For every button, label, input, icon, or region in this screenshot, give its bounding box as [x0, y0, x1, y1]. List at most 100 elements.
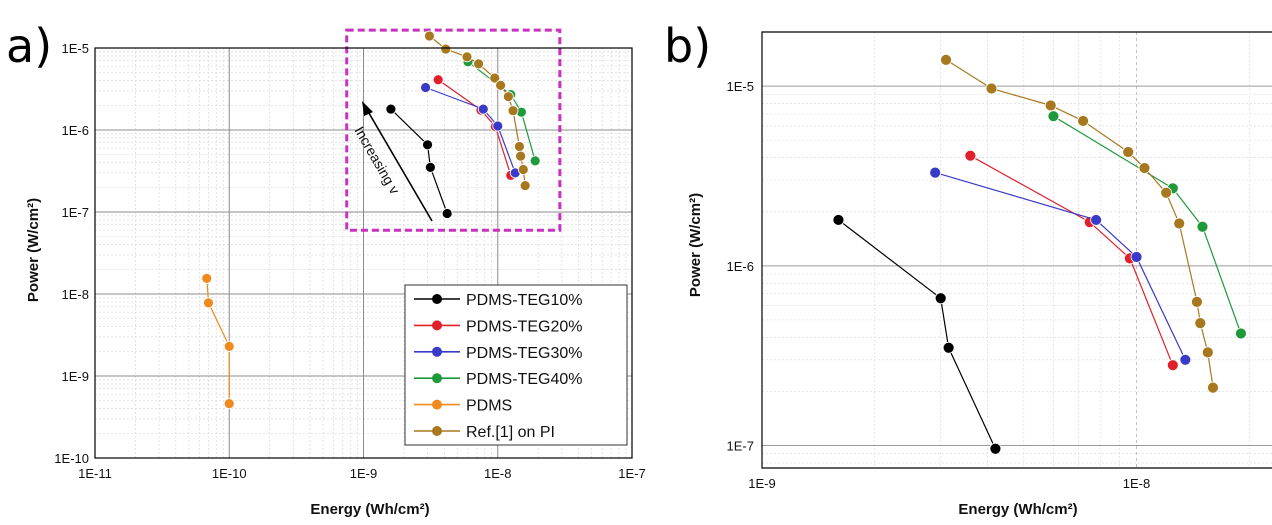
data-point-ref-1-on-pi	[1160, 186, 1173, 199]
legend-marker	[432, 373, 442, 384]
data-point-ref-1-on-pi	[1044, 99, 1057, 112]
data-point-pdms-teg30	[1179, 353, 1192, 366]
legend: PDMS-TEG10% PDMS-TEG20% PDMS-TEG30% PDMS-TE…	[404, 284, 628, 446]
series-line-pdms-teg20	[437, 79, 512, 176]
data-point-ref-1-on-pi	[940, 53, 952, 66]
y-axis-label-a: Power (W/cm²)	[25, 198, 42, 302]
data-point-pdms-teg20	[964, 149, 977, 162]
data-point-pdms-teg40	[529, 155, 541, 167]
x-tick-labels-b: 1E-9 1E-8	[748, 476, 1150, 491]
data-point-ref-1-on-pi	[1077, 115, 1089, 127]
data-point-ref-1-on-pi	[507, 105, 519, 117]
legend-label: PDMS-TEG10%	[466, 292, 582, 309]
arrow-line	[365, 107, 433, 222]
data-point-ref-1-on-pi	[519, 180, 531, 191]
legend-label: PDMS-TEG40%	[466, 371, 582, 388]
data-point-ref-1-on-pi	[440, 43, 452, 55]
legend-label: PDMS-TEG20%	[466, 318, 582, 335]
data-point-pdms-teg30	[1090, 214, 1103, 226]
y-tick-labels-a: 1E-10 1E-9 1E-8 1E-7 1E-6 1E-5	[54, 41, 89, 466]
data-point-ref-1-on-pi	[424, 30, 435, 42]
data-point-ref-1-on-pi	[515, 150, 527, 162]
x-axis-label-b: Energy (Wh/cm²)	[958, 501, 1077, 518]
y-tick-label: 1E-6	[62, 123, 89, 138]
legend-marker	[432, 320, 442, 331]
data-point-pdms-teg40	[1047, 110, 1060, 123]
data-point-ref-1-on-pi	[517, 164, 529, 175]
data-point-ref-1-on-pi	[473, 58, 484, 70]
x-tick-label: 1E-8	[484, 466, 511, 481]
data-point-pdms-teg10	[832, 214, 845, 226]
x-axis-label-a: Energy (Wh/cm²)	[310, 501, 429, 518]
data-point-ref-1-on-pi	[1122, 146, 1135, 158]
y-tick-label: 1E-8	[62, 287, 89, 302]
data-point-pdms-teg10	[989, 442, 1002, 455]
x-tick-labels-a: 1E-11 1E-10 1E-9 1E-8 1E-7	[78, 466, 646, 481]
data-point-pdms	[201, 272, 213, 284]
data-point-pdms-teg20	[1166, 359, 1179, 372]
data-point-pdms-teg10	[942, 341, 955, 354]
data-point-ref-1-on-pi	[495, 79, 506, 91]
data-point-pdms-teg10	[934, 292, 947, 305]
legend-marker	[432, 399, 442, 410]
series-line-pdms-teg30	[935, 172, 1186, 361]
legend-marker	[432, 294, 442, 304]
x-tick-label: 1E-11	[78, 466, 112, 481]
data-point-ref-1-on-pi	[985, 82, 998, 95]
y-tick-label: 1E-7	[727, 439, 754, 454]
data-point-pdms	[223, 340, 235, 352]
data-point-pdms-teg30	[492, 120, 504, 132]
x-tick-label: 1E-7	[618, 466, 645, 481]
legend-label: PDMS	[466, 398, 512, 415]
series-line-pdms-teg10	[838, 219, 996, 449]
series-line-pdms-teg30	[425, 86, 516, 174]
chart-panel-b: 1E-9 1E-8 1E-7 1E-6 1E-5 Energy (Wh/cm²) Po…	[687, 31, 1272, 518]
data-point-pdms-teg30	[420, 82, 431, 93]
legend-box	[404, 284, 628, 446]
series-line-ref-1-on-pi	[945, 59, 1214, 388]
data-point-pdms-teg10	[424, 161, 436, 173]
data-point-pdms-teg20	[432, 74, 444, 86]
zoom-region-box	[345, 28, 562, 232]
y-tick-labels-b: 1E-7 1E-6 1E-5	[727, 79, 754, 453]
panel-b-label: b)	[664, 19, 711, 73]
y-tick-label: 1E-5	[62, 41, 89, 56]
series-layer-a	[201, 30, 541, 410]
data-point-ref-1-on-pi	[1194, 317, 1207, 330]
annotation-text: Increasing v	[351, 124, 403, 197]
series-layer-b	[832, 53, 1247, 455]
data-point-pdms-teg10	[441, 208, 453, 219]
series-line-pdms-teg20	[970, 155, 1174, 366]
data-point-ref-1-on-pi	[1191, 295, 1203, 308]
data-point-pdms-teg30	[929, 166, 942, 179]
series-line-pdms-teg10	[390, 108, 448, 214]
data-point-pdms-teg10	[385, 103, 397, 115]
x-tick-label: 1E-9	[350, 466, 377, 481]
legend-label: Ref.[1] on PI	[466, 424, 555, 441]
data-point-ref-1-on-pi	[461, 51, 473, 63]
data-point-ref-1-on-pi	[1173, 217, 1186, 230]
plot-frame-a	[94, 47, 633, 459]
grid-b	[762, 32, 1272, 468]
arrow-head	[362, 101, 373, 116]
y-axis-label-b: Power (W/cm²)	[687, 193, 704, 297]
data-point-ref-1-on-pi	[1201, 346, 1214, 359]
y-tick-label: 1E-5	[727, 79, 754, 94]
data-point-pdms-teg30	[477, 103, 489, 115]
series-line-pdms-teg40	[1053, 115, 1242, 334]
x-tick-label: 1E-10	[212, 466, 247, 481]
data-point-ref-1-on-pi	[1138, 162, 1151, 174]
x-tick-label: 1E-8	[1123, 476, 1150, 491]
data-point-ref-1-on-pi	[1207, 381, 1219, 394]
highlight-box	[345, 28, 562, 232]
data-point-ref-1-on-pi	[514, 141, 525, 152]
y-tick-label: 1E-10	[54, 451, 89, 466]
y-tick-label: 1E-9	[62, 369, 89, 384]
legend-marker	[432, 426, 442, 436]
data-point-pdms-teg10	[422, 139, 433, 151]
panel-a-label: a)	[6, 19, 52, 73]
data-point-ref-1-on-pi	[489, 72, 501, 84]
series-line-pdms	[206, 278, 230, 404]
legend-label: PDMS-TEG30%	[466, 345, 582, 362]
